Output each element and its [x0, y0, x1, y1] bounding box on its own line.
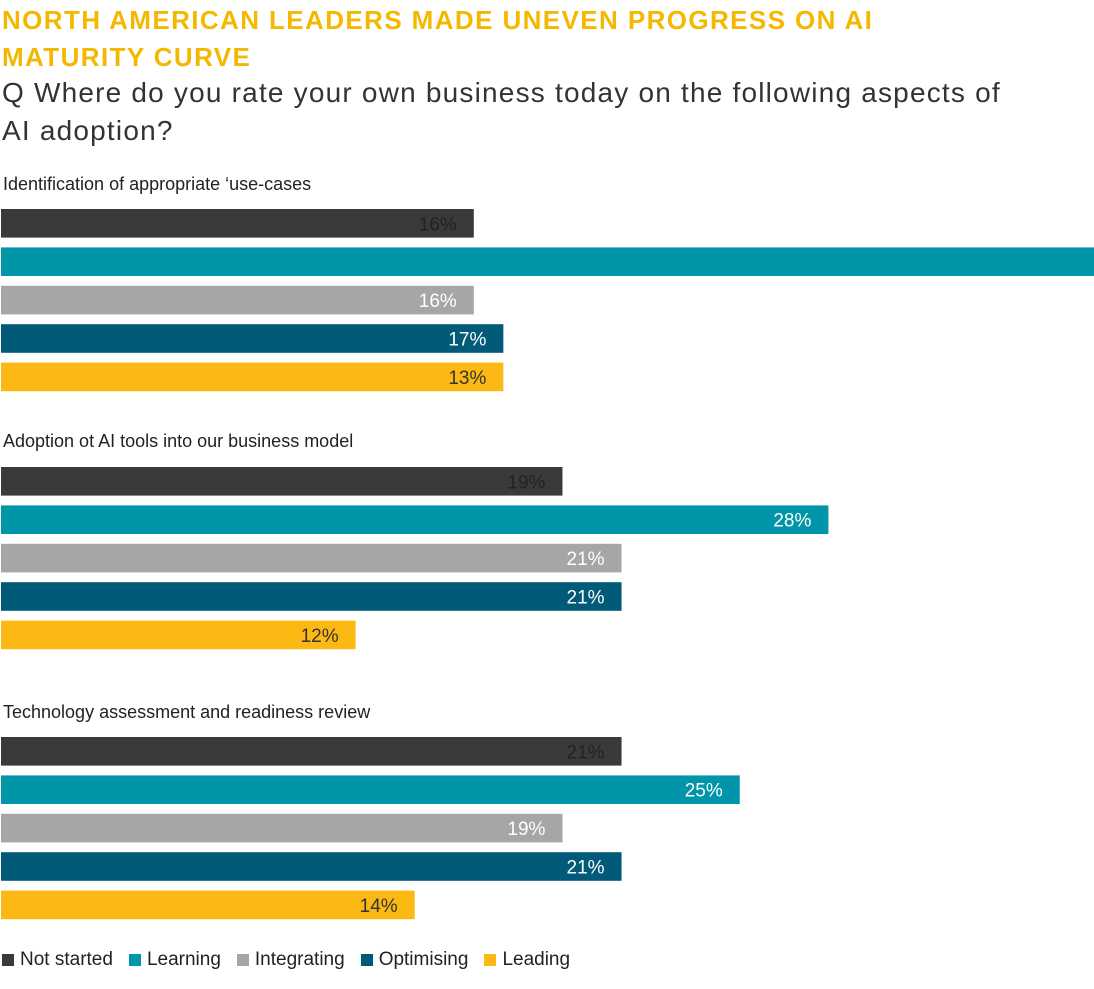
bar [1, 620, 356, 650]
bar [1, 209, 474, 238]
value-label: 21% [567, 858, 605, 879]
bar [1, 737, 622, 766]
bar [1, 582, 622, 611]
bar [1, 362, 504, 392]
group-label: Adoption ot AI tools into our business m… [3, 431, 353, 451]
value-label: 12% [301, 626, 339, 647]
legend-item-integrating: Integrating [236, 949, 345, 971]
legend-swatch [236, 954, 249, 966]
group-label: Identification of appropriate ‘use-cases [3, 174, 311, 194]
legend-swatch [484, 954, 497, 966]
bar [1, 247, 1094, 276]
bar [1, 890, 415, 920]
legend-label: Leading [502, 949, 571, 970]
value-label: 28% [773, 511, 811, 532]
group-label: Technology assessment and readiness revi… [3, 702, 371, 722]
value-label: 14% [360, 896, 398, 917]
legend-swatch [360, 954, 373, 966]
value-label: 21% [567, 588, 605, 609]
value-label: 21% [567, 549, 605, 570]
bar [1, 775, 740, 804]
value-label: 19% [507, 819, 545, 840]
legend-swatch [2, 954, 14, 966]
value-label: 16% [419, 214, 457, 235]
bar [1, 543, 622, 573]
value-label: 16% [419, 291, 457, 312]
value-label: 19% [507, 472, 545, 493]
value-label: 13% [448, 368, 486, 389]
legend-label: Not started [20, 949, 113, 970]
bar [1, 505, 829, 534]
value-label: 21% [567, 742, 605, 763]
bar [1, 324, 504, 353]
bar [1, 813, 563, 843]
legend: Not started Learning Integrating Optimis… [2, 948, 586, 972]
legend-item-optimising: Optimising [360, 949, 469, 971]
bar [1, 467, 563, 496]
legend-label: Integrating [254, 949, 345, 970]
value-label: 17% [448, 330, 486, 351]
legend-item-not-started: Not started [2, 949, 113, 971]
bar [1, 285, 474, 315]
chart-title: NORTH AMERICAN LEADERS MADE UNEVEN PROGR… [2, 5, 874, 72]
legend-item-learning: Learning [128, 949, 221, 971]
chart-subtitle: Q Where do you rate your own business to… [2, 77, 1001, 146]
value-label: 25% [685, 781, 723, 802]
legend-item-leading: Leading [484, 949, 570, 971]
legend-label: Optimising [378, 949, 469, 970]
legend-label: Learning [146, 949, 221, 970]
bar [1, 852, 622, 881]
legend-swatch [128, 954, 141, 966]
